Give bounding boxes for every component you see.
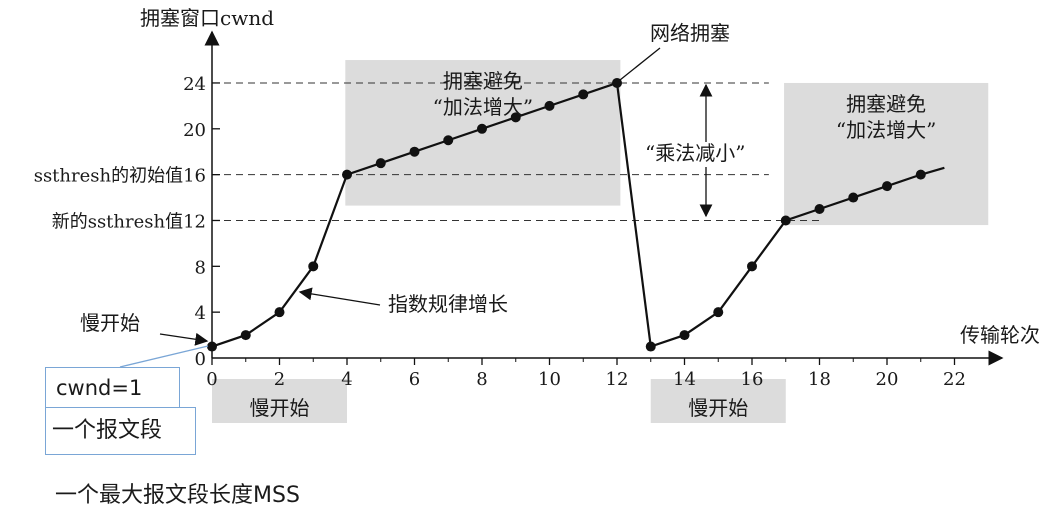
x-tick-label-16: 16 [741,369,764,390]
cwnd-point-2 [274,307,285,318]
cwnd-point-20 [882,181,892,192]
cwnd-point-0 [207,341,217,352]
series [207,77,945,352]
cwnd-point-5 [375,158,386,169]
x-tick-label-18: 18 [808,369,831,390]
x-axis-title: 传输轮次 [960,323,1040,347]
y-tick-label-16: ssthresh的初始值16 [34,166,206,187]
y-tick-label-0: 0 [195,349,206,370]
x-tick-label-22: 22 [943,369,966,390]
cwnd-point-15 [713,307,724,318]
x-tick-label-20: 20 [876,369,899,390]
x-tick-label-8: 8 [476,369,487,390]
cwnd-point-14 [679,330,690,341]
annotation-slow-start: 慢开始 [80,311,140,335]
x-tick-label-12: 12 [606,369,629,390]
annotation-exponential: 指数规律增长 [388,292,508,316]
ca1-label-line2: “加法增大” [433,95,533,119]
cwnd-point-9 [510,112,521,123]
cwnd-point-13 [645,341,656,352]
y-tick-label-12: 新的ssthresh值12 [52,211,206,232]
annotation-multiplicative: “乘法减小” [645,141,745,165]
cwnd-point-11 [578,89,589,100]
cwnd-callout-box: cwnd=1 [45,367,180,409]
x-tick-label-6: 6 [409,369,420,390]
slow-start-region-2 [650,379,786,423]
reference-lines [212,82,820,221]
cwnd-point-7 [443,135,454,146]
y-tick-label-8: 8 [195,257,206,278]
ca2-label-line2: “加法增大” [836,118,936,142]
shaded-regions [212,60,989,423]
cwnd-point-18 [814,204,825,215]
y-tick-label-20: 20 [183,120,206,141]
cwnd-point-1 [240,330,251,341]
ss2-label: 慢开始 [688,396,748,420]
ca1-label-line1: 拥塞避免 [443,69,523,93]
mss-note: 一个最大报文段长度MSS [55,483,300,508]
x-tick-label-4: 4 [341,369,352,390]
cwnd-point-10 [544,100,555,111]
slow-start-pointer [159,332,209,346]
y-axis-title: 拥塞窗口cwnd [140,6,274,30]
annotation-congestion: 网络拥塞 [650,21,730,45]
cwnd-point-17 [780,215,791,226]
cwnd-point-16 [747,261,757,272]
cwnd-point-21 [915,169,926,180]
x-tick-label-0: 0 [206,369,217,390]
x-tick-label-2: 2 [274,369,285,390]
cwnd-point-6 [409,146,420,157]
ca2-label-line1: 拥塞避免 [846,92,926,116]
axes [204,30,1004,366]
ss1-label: 慢开始 [250,396,310,420]
cwnd-point-12 [612,77,622,88]
annotation-congestion-pointer [619,47,661,81]
cwnd-point-8 [477,123,487,134]
y-tick-label-4: 4 [195,303,206,324]
cwnd-point-3 [308,261,319,272]
cwnd-point-4 [342,169,352,180]
segment-callout-box: 一个报文段 [45,407,196,455]
cwnd-callout-line [119,345,209,368]
x-tick-label-10: 10 [538,369,561,390]
exponential-arrow [298,287,381,306]
slow-start-region-1 [212,379,347,423]
x-tick-label-14: 14 [673,369,696,390]
cwnd-point-19 [848,192,859,203]
congestion-avoidance-region-2 [784,82,989,226]
y-tick-label-24: 24 [183,74,206,95]
